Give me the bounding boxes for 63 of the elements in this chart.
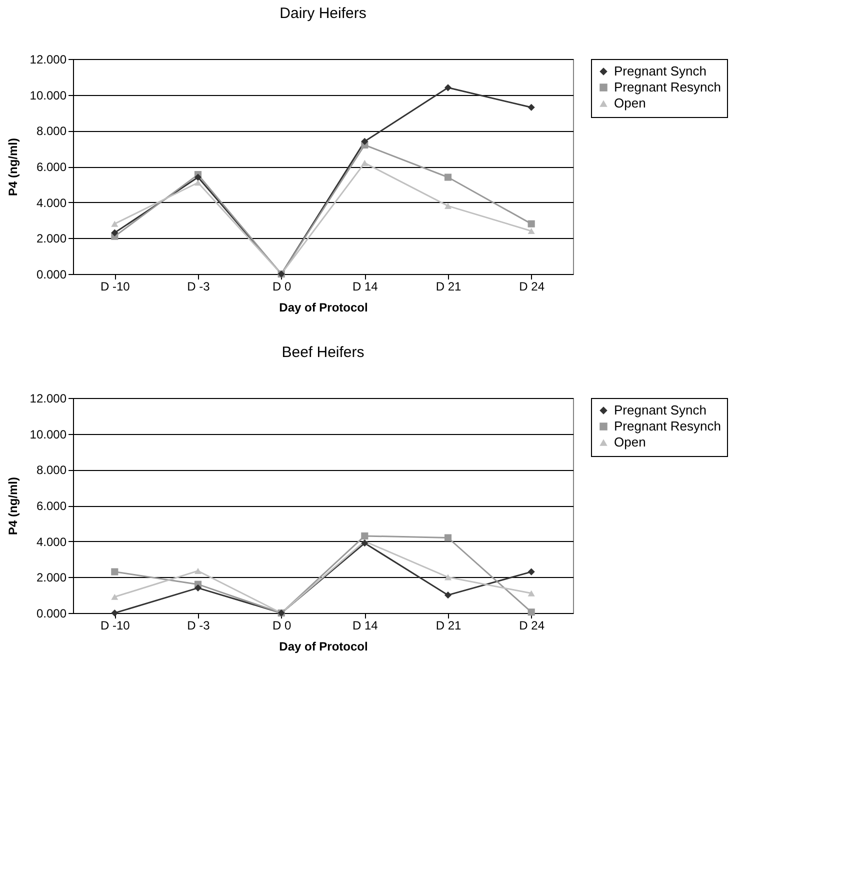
x-tick-label: D 24 [519,618,545,632]
x-tick-label: D 21 [436,280,462,294]
y-tick-label: 8.000 [36,124,67,138]
legend-label: Open [614,96,646,110]
x-tick-label: D 24 [519,280,545,294]
y-tick-label: 2.000 [36,232,67,246]
chart-title: Dairy Heifers [280,5,366,22]
point [528,568,535,576]
x-tick-label: D 14 [352,280,378,294]
point [528,590,535,596]
point [111,568,118,576]
point [361,160,368,166]
point [444,202,452,209]
point [444,574,452,580]
x-tick-label: D -3 [187,280,210,294]
point [194,584,202,592]
x-tick-label: D 0 [272,280,292,294]
legend-label: Pregnant Synch [614,402,707,418]
x-tick-label: D -3 [187,618,210,632]
y-tick-label: 6.000 [36,499,67,513]
point [528,608,535,616]
point [194,180,202,186]
point [361,540,368,547]
point [361,138,368,145]
x-tick-label: D 0 [272,618,292,632]
x-axis-title: Day of Protocol [279,300,368,314]
y-tick-label: 12.000 [30,392,67,406]
y-tick-label: 10.000 [30,427,67,442]
point [361,532,368,540]
y-tick-label: 4.000 [36,196,67,210]
point [444,174,452,181]
y-axis-title: P4 (ng/ml) [6,138,20,196]
y-tick-label: 6.000 [36,160,67,174]
x-tick-label: D 14 [352,618,378,632]
legend-label: Pregnant Resynch [614,418,721,434]
y-axis-title: P4 (ng/ml) [6,476,20,536]
point [528,220,535,228]
point [194,568,202,574]
point [528,104,535,111]
legend-label: Pregnant Synch [614,64,707,78]
point [444,84,452,92]
legend-label: Pregnant Resynch [614,80,721,94]
point [528,228,535,234]
chart-title: Beef Heifers [282,344,364,361]
y-tick-label: 10.000 [30,88,67,102]
point [444,592,452,599]
point [111,229,118,236]
x-axis-title: Day of Protocol [279,640,368,654]
point [194,174,202,181]
x-tick-label: D -10 [100,618,130,632]
x-tick-label: D 21 [436,618,462,632]
y-tick-label: 8.000 [36,463,67,478]
y-tick-label: 2.000 [36,570,67,585]
point [111,220,118,227]
y-tick-label: 0.000 [36,606,67,620]
point [444,534,452,542]
x-tick-label: D -10 [100,280,130,294]
y-tick-label: 0.000 [36,268,67,282]
point [111,594,118,600]
y-tick-label: 12.000 [30,52,67,66]
point [111,609,118,617]
y-tick-label: 4.000 [36,534,67,549]
legend-label: Open [614,434,646,450]
